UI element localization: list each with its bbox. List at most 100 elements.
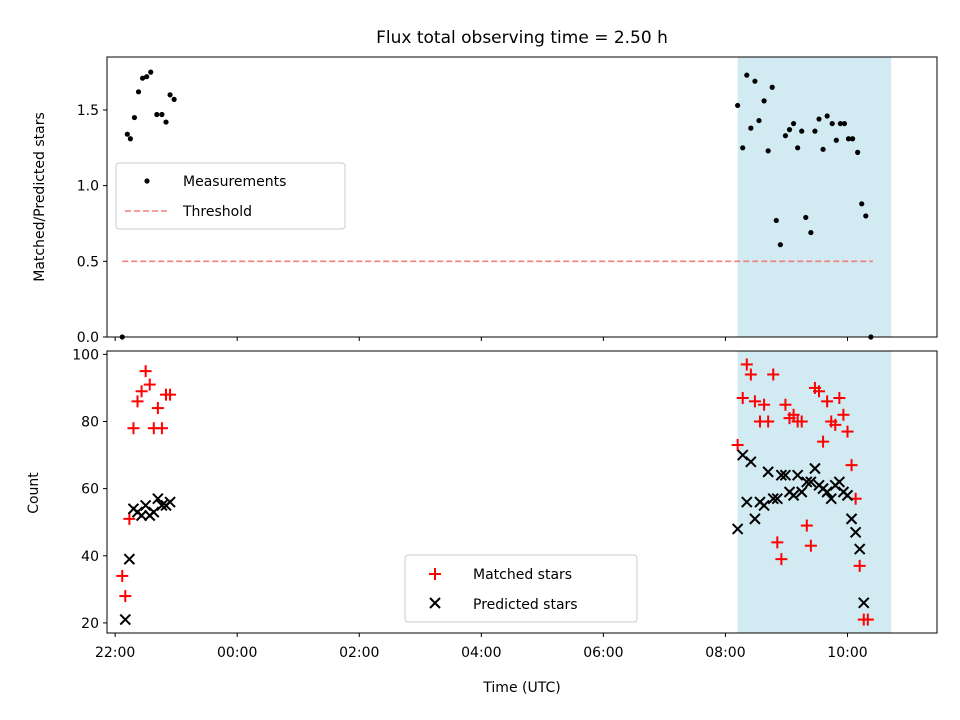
matched-point-5 xyxy=(135,385,148,398)
predicted-point-19 xyxy=(762,466,774,478)
predicted-point-21 xyxy=(771,493,784,505)
predicted-point-b xyxy=(805,476,817,488)
bottom-y-axis-label: Count xyxy=(26,472,42,514)
predicted-point-7 xyxy=(148,506,160,518)
predicted-point-b xyxy=(853,543,866,555)
predicted-point-29 xyxy=(805,476,817,488)
measurement-point-30 xyxy=(808,229,814,236)
predicted-point-b xyxy=(841,489,854,502)
measurement-point-37 xyxy=(837,120,843,127)
matched-point-32 xyxy=(813,385,826,398)
top-y-tick-label-3: 1.5 xyxy=(77,103,99,119)
predicted-point-4 xyxy=(135,509,148,522)
predicted-point-b xyxy=(156,499,168,512)
predicted-point-20 xyxy=(767,493,779,505)
measurement-point-34 xyxy=(824,113,830,119)
predicted-point-b xyxy=(123,553,136,565)
measurement-point-35 xyxy=(829,120,835,127)
measurement-point-13 xyxy=(735,102,741,109)
matched-point-36 xyxy=(829,418,842,431)
predicted-point-15 xyxy=(745,456,757,468)
predicted-point-b xyxy=(791,469,804,481)
predicted-point-13 xyxy=(737,449,749,461)
x-tick-label-1: 00:00 xyxy=(217,645,257,661)
predicted-point-9 xyxy=(156,499,168,512)
predicted-point-b xyxy=(779,469,792,481)
matched-point-38 xyxy=(837,408,850,421)
predicted-point-b xyxy=(821,486,833,498)
top-y-tick-label-0: 0.0 xyxy=(77,330,99,346)
predicted-point-28 xyxy=(801,476,813,488)
predicted-point-b xyxy=(767,493,779,505)
measurement-point-5 xyxy=(140,75,146,81)
x-tick-label-4: 06:00 xyxy=(583,645,623,661)
legend-measurements-label: Measurements xyxy=(183,174,286,190)
predicted-point-b xyxy=(758,499,770,512)
measurement-point-1 xyxy=(124,131,130,137)
measurement-point-27 xyxy=(795,145,801,151)
measurement-point-3 xyxy=(131,114,138,121)
matched-point-2 xyxy=(123,512,136,525)
predicted-point-40 xyxy=(849,526,862,538)
predicted-point-0 xyxy=(119,613,132,626)
measurement-point-43 xyxy=(863,213,869,219)
top-legend: Measurements Threshold xyxy=(115,162,346,230)
matched-point-34 xyxy=(821,395,834,408)
matched-point-16 xyxy=(744,368,757,381)
measurement-point-14 xyxy=(740,145,746,151)
matched-point-0 xyxy=(116,569,129,582)
x-tick-label-5: 08:00 xyxy=(705,645,745,661)
predicted-point-b xyxy=(775,469,788,481)
matched-point-22 xyxy=(771,536,784,549)
predicted-point-b xyxy=(762,466,774,478)
measurement-point-19 xyxy=(761,98,767,104)
x-tick-label-2: 02:00 xyxy=(339,645,379,661)
measurement-point-28 xyxy=(799,128,805,134)
predicted-point-b xyxy=(749,513,761,525)
measurement-point-29 xyxy=(803,214,809,221)
measurement-point-20 xyxy=(765,148,771,154)
legend-matched-label: Matched stars xyxy=(473,567,572,583)
top-panel: 0.0 0.5 1.0 1.5 Matched/Predicted stars Mea… xyxy=(32,56,938,346)
measurement-point-21 xyxy=(769,84,775,90)
measurement-point-24 xyxy=(782,133,789,139)
predicted-point-16 xyxy=(749,513,761,525)
measurement-point-39 xyxy=(845,136,852,142)
matched-point-39 xyxy=(841,425,854,438)
measurement-point-11 xyxy=(167,92,173,98)
predicted-point-39 xyxy=(845,513,858,525)
legend-measurements-marker xyxy=(144,178,150,184)
matched-point-23 xyxy=(775,553,788,566)
top-y-tick-label-2: 1.0 xyxy=(77,179,99,195)
predicted-point-18 xyxy=(758,499,770,512)
predicted-point-26 xyxy=(791,469,804,481)
matched-point-14 xyxy=(736,392,749,404)
measurement-point-31 xyxy=(812,128,818,134)
measurement-point-40 xyxy=(849,136,856,142)
measurement-point-16 xyxy=(748,125,754,131)
measurement-point-2 xyxy=(127,136,133,142)
predicted-point-14 xyxy=(741,496,753,508)
chart-title: Flux total observing time = 2.50 h xyxy=(376,28,668,48)
predicted-point-25 xyxy=(787,489,800,502)
legend-predicted-label: Predicted stars xyxy=(473,597,578,613)
matched-point-20 xyxy=(762,415,775,428)
x-axis-label: Time (UTC) xyxy=(482,680,560,696)
matched-point-12 xyxy=(164,388,177,401)
matched-point-17 xyxy=(748,395,761,408)
predicted-point-b xyxy=(135,509,148,522)
predicted-point-30 xyxy=(809,462,821,475)
measurement-point-25 xyxy=(786,127,793,133)
legend-threshold-label: Threshold xyxy=(182,204,252,220)
top-plot-frame xyxy=(106,56,938,338)
matched-point-9 xyxy=(151,402,164,415)
matched-point-40 xyxy=(845,459,858,472)
measurement-point-12 xyxy=(171,96,177,102)
predicted-point-b xyxy=(825,493,837,505)
legend-matched-marker xyxy=(429,568,441,580)
top-shaded-interval xyxy=(737,57,892,337)
matched-point-28 xyxy=(795,415,808,428)
measurement-point-26 xyxy=(790,120,797,127)
predicted-point-12 xyxy=(731,523,744,535)
predicted-point-b xyxy=(148,506,160,518)
